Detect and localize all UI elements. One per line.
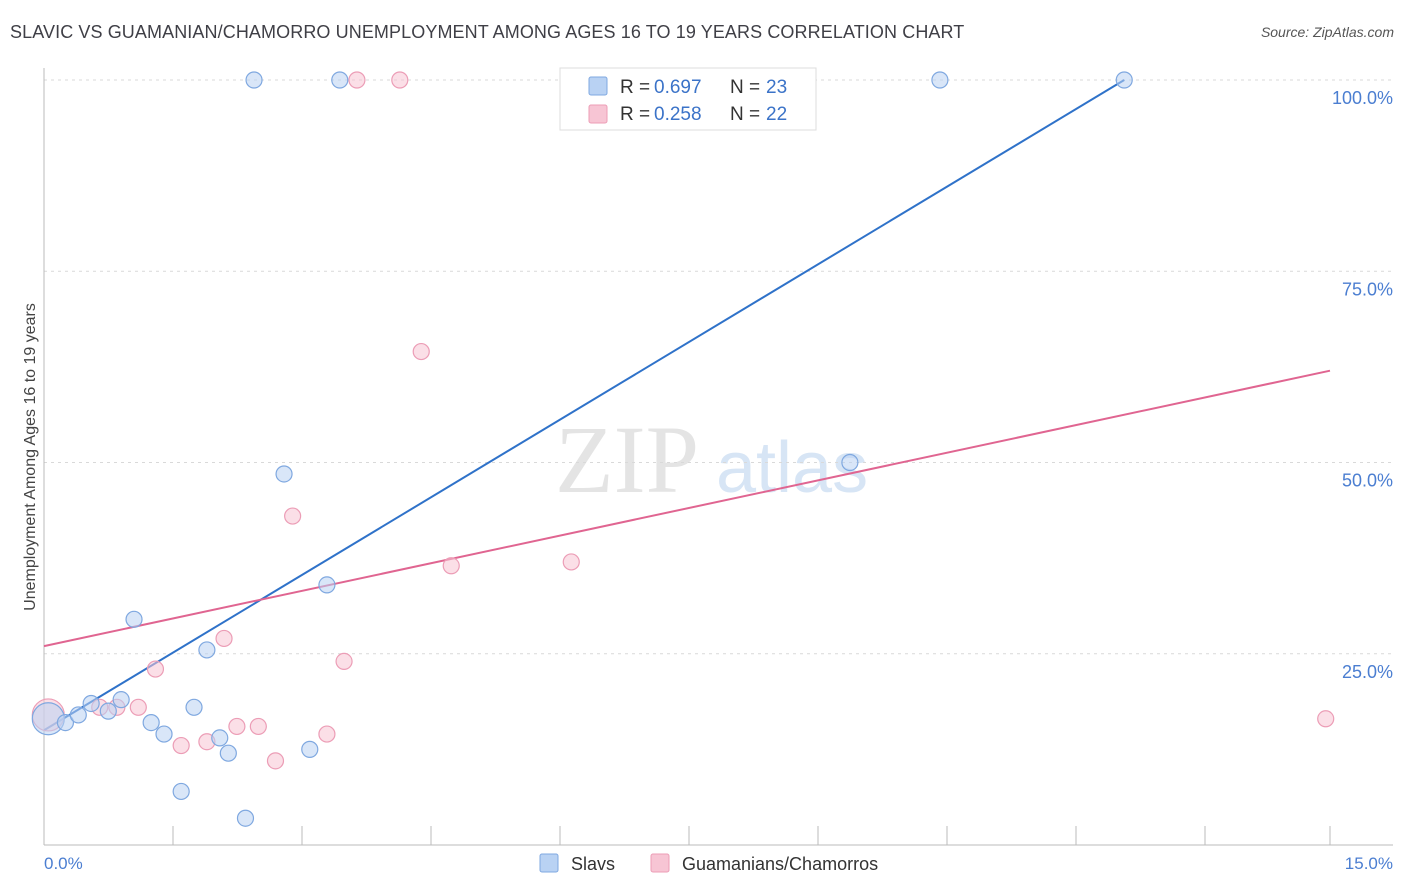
x-tick-label-max: 15.0% bbox=[1345, 854, 1393, 873]
trend-line-guam bbox=[43, 369, 1331, 648]
trend-line-slavs bbox=[43, 79, 1125, 732]
bottom-legend-label-slavs: Slavs bbox=[571, 854, 615, 874]
trend-lines bbox=[43, 79, 1331, 732]
point-slavs bbox=[245, 71, 263, 89]
point-slavs bbox=[318, 576, 336, 594]
point-guam bbox=[391, 71, 409, 89]
point-slavs bbox=[275, 465, 293, 483]
y-tick-label: 50.0% bbox=[1342, 471, 1393, 491]
point-slavs bbox=[236, 809, 255, 827]
point-slavs bbox=[142, 713, 160, 732]
point-guam bbox=[442, 557, 460, 575]
point-slavs bbox=[331, 71, 349, 89]
source-credit: Source: ZipAtlas.com bbox=[1260, 24, 1394, 40]
point-guam bbox=[266, 752, 285, 770]
point-slavs bbox=[125, 610, 143, 628]
data-points bbox=[31, 71, 1335, 827]
point-slavs bbox=[841, 453, 859, 472]
point-guam bbox=[129, 698, 147, 716]
point-guam bbox=[228, 717, 246, 736]
point-slavs bbox=[155, 725, 173, 743]
point-slavs bbox=[82, 694, 100, 713]
legend-n-value-guam: 22 bbox=[766, 104, 787, 125]
point-slavs bbox=[112, 691, 130, 709]
stats-legend: R = 0.697 N = 23 R = 0.258 N = 22 bbox=[559, 67, 817, 131]
y-tick-label: 100.0% bbox=[1332, 88, 1393, 108]
point-slavs bbox=[211, 729, 229, 747]
point-guam bbox=[284, 507, 302, 525]
point-guam bbox=[348, 71, 366, 89]
y-tick-label: 25.0% bbox=[1342, 662, 1393, 682]
point-guam bbox=[172, 736, 190, 755]
point-slavs bbox=[301, 740, 319, 758]
point-guam bbox=[335, 652, 353, 671]
legend-r-label-slavs: R = bbox=[620, 77, 650, 98]
legend-r-label-guam: R = bbox=[620, 104, 650, 125]
point-guam bbox=[1317, 710, 1335, 728]
chart-title: SLAVIC VS GUAMANIAN/CHAMORRO UNEMPLOYMEN… bbox=[10, 22, 965, 42]
point-guam bbox=[249, 717, 267, 736]
legend-n-value-slavs: 23 bbox=[766, 77, 787, 98]
point-guam bbox=[562, 553, 580, 571]
legend-n-label-slavs: N = bbox=[730, 77, 760, 98]
legend-r-value-slavs: 0.697 bbox=[654, 77, 702, 98]
point-slavs bbox=[198, 641, 216, 659]
point-slavs bbox=[1115, 71, 1133, 89]
legend-r-value-guam: 0.258 bbox=[654, 104, 702, 125]
point-slavs bbox=[172, 782, 190, 801]
x-tick-label-min: 0.0% bbox=[44, 854, 83, 873]
gridlines: 25.0% 50.0% 75.0% 100.0% bbox=[44, 79, 1393, 682]
legend-swatch-slavs bbox=[588, 76, 608, 96]
point-guam bbox=[318, 725, 336, 743]
bottom-legend-label-guam: Guamanians/Chamorros bbox=[682, 854, 878, 874]
point-slavs bbox=[219, 744, 237, 762]
point-guam bbox=[215, 629, 233, 648]
bottom-legend-swatch-guam bbox=[650, 853, 670, 873]
watermark-atlas: atlas bbox=[716, 428, 868, 508]
bottom-legend: Slavs Guamanians/Chamorros bbox=[539, 853, 878, 874]
watermark-zip: ZIP bbox=[555, 406, 699, 513]
point-slavs bbox=[69, 706, 87, 724]
point-slavs bbox=[99, 702, 117, 720]
point-slavs bbox=[185, 698, 203, 716]
point-guam bbox=[412, 342, 430, 361]
y-tick-label: 75.0% bbox=[1342, 279, 1393, 299]
bottom-legend-swatch-slavs bbox=[539, 853, 559, 873]
point-slavs bbox=[56, 713, 75, 732]
point-slavs bbox=[931, 71, 949, 89]
legend-n-label-guam: N = bbox=[730, 104, 760, 125]
point-guam bbox=[146, 660, 165, 678]
legend-swatch-guam bbox=[588, 104, 608, 124]
y-axis-label: Unemployment Among Ages 16 to 19 years bbox=[22, 303, 39, 611]
